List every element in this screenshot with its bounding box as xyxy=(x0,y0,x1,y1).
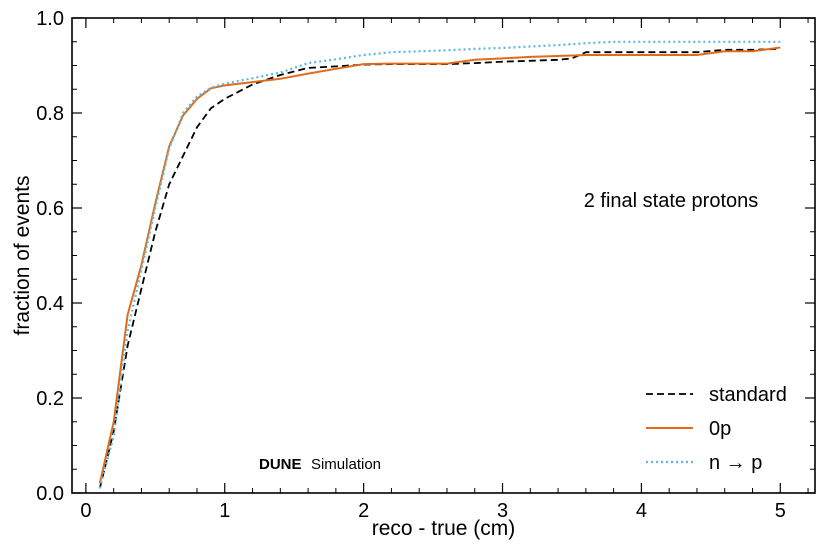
y-tick-label: 0.6 xyxy=(36,198,64,220)
y-tick-label: 0.8 xyxy=(36,103,64,125)
legend-label-2: n → p xyxy=(709,452,762,474)
x-tick-label: 5 xyxy=(775,500,786,522)
ticks-group: 0 1 2 3 4 5 0.0 0.2 0.4 0.6 0.8 1.0 xyxy=(36,8,815,522)
y-tick-label: 1.0 xyxy=(36,8,64,30)
y-tick-label: 0.0 xyxy=(36,483,64,505)
x-tick-label: 2 xyxy=(358,500,369,522)
legend: standard 0p n → p xyxy=(646,384,787,474)
x-tick-label: 0 xyxy=(80,500,91,522)
y-tick-label: 0.2 xyxy=(36,388,64,410)
dune-watermark: DUNE Simulation xyxy=(259,456,381,473)
legend-label-1: 0p xyxy=(709,418,731,440)
series-line-2 xyxy=(98,40,781,489)
series-line-0 xyxy=(98,48,781,489)
x-tick-label: 3 xyxy=(497,500,508,522)
x-tick-label: 4 xyxy=(636,500,647,522)
series-line-1 xyxy=(98,46,781,484)
y-tick-label: 0.4 xyxy=(36,293,64,315)
x-axis-label: reco - true (cm) xyxy=(372,517,516,540)
x-tick-label: 1 xyxy=(219,500,230,522)
watermark-bold: DUNE xyxy=(259,456,302,473)
series-group xyxy=(98,40,781,489)
plot-frame xyxy=(71,17,816,494)
legend-label-0: standard xyxy=(709,384,787,406)
annotation-text: 2 final state protons xyxy=(584,190,759,212)
watermark-text: Simulation xyxy=(311,456,381,473)
y-axis-label: fraction of events xyxy=(11,176,34,336)
